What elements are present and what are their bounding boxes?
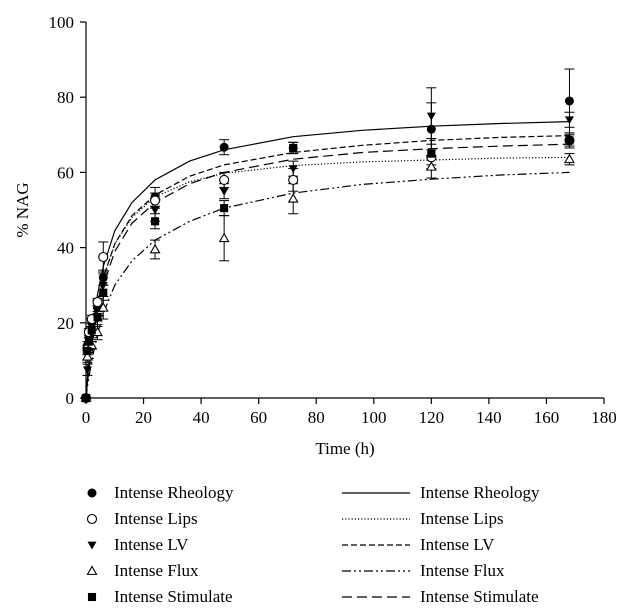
y-tick-label: 20 xyxy=(57,314,74,333)
fit-curve xyxy=(85,121,570,399)
legend-marker-label: Intense Stimulate xyxy=(114,587,233,606)
axes xyxy=(85,22,604,399)
marker-filled-square xyxy=(220,204,229,213)
marker-filled-square xyxy=(83,346,92,356)
marker-open-triangle xyxy=(149,243,161,254)
marker-open-circle xyxy=(86,513,98,525)
legend-marker-label: Intense Lips xyxy=(114,509,198,528)
x-axis-ticks: 0 20 40 60 80 100 120 140 160 180 xyxy=(82,398,617,427)
marker-open-triangle xyxy=(97,302,109,312)
marker-open-circle xyxy=(98,251,109,263)
legend-marker-label: Intense Rheology xyxy=(114,483,234,502)
marker-filled-circle xyxy=(98,273,108,283)
marker-filled-square xyxy=(289,143,298,153)
x-tick-label: 40 xyxy=(193,408,210,427)
marker-filled-square xyxy=(99,288,108,297)
marker-filled-square xyxy=(81,393,91,403)
marker-filled-square xyxy=(93,313,102,322)
marker-open-circle xyxy=(288,174,299,185)
marker-open-triangle xyxy=(218,232,230,243)
marker-filled-triangle xyxy=(150,206,160,215)
marker-filled-circle xyxy=(564,96,574,106)
x-tick-label: 100 xyxy=(361,408,387,427)
marker-filled-circle xyxy=(426,124,436,134)
marker-filled-triangle xyxy=(98,281,108,290)
y-tick-label: 100 xyxy=(49,13,75,32)
marker-filled-square xyxy=(87,592,97,602)
legend-line-label: Intense Flux xyxy=(420,561,505,580)
x-tick-label: 140 xyxy=(476,408,502,427)
legend-line-label: Intense Rheology xyxy=(420,483,540,502)
marker-filled-triangle xyxy=(219,187,229,196)
marker-filled-triangle xyxy=(564,116,574,125)
x-tick-label: 160 xyxy=(534,408,560,427)
y-tick-label: 80 xyxy=(57,88,74,107)
legend-marker-label: Intense LV xyxy=(114,535,189,554)
marker-open-triangle xyxy=(287,193,299,203)
x-tick-label: 20 xyxy=(135,408,152,427)
marker-filled-circle xyxy=(219,142,229,152)
y-tick-label: 40 xyxy=(57,239,74,258)
marker-filled-circle xyxy=(87,488,97,498)
marker-open-circle xyxy=(219,174,230,185)
y-axis-ticks: 0 20 40 60 80 100 xyxy=(49,13,86,408)
x-tick-label: 120 xyxy=(419,408,445,427)
marker-filled-square xyxy=(565,136,574,145)
x-tick-label: 60 xyxy=(250,408,267,427)
y-axis-label: % NAG xyxy=(13,182,32,237)
marker-open-triangle xyxy=(81,351,93,361)
y-tick-label: 60 xyxy=(57,163,74,182)
legend-marker-label: Intense Flux xyxy=(114,561,199,580)
marker-filled-triangle xyxy=(288,165,298,174)
fit-curve xyxy=(85,143,570,399)
marker-filled-square xyxy=(84,337,93,346)
marker-open-circle xyxy=(92,297,103,308)
legend-line-label: Intense Lips xyxy=(420,509,504,528)
legend: Intense Rheology Intense Rheology Intense … xyxy=(86,483,540,606)
marker-filled-square xyxy=(151,217,160,226)
marker-open-circle xyxy=(150,195,161,206)
x-axis-label: Time (h) xyxy=(315,439,374,458)
y-tick-label: 0 xyxy=(66,389,75,408)
marker-filled-triangle xyxy=(426,112,436,121)
data-markers xyxy=(80,96,575,404)
x-tick-label: 180 xyxy=(591,408,617,427)
marker-filled-square xyxy=(87,326,96,335)
x-tick-label: 80 xyxy=(308,408,325,427)
x-tick-label: 0 xyxy=(82,408,91,427)
fit-curves xyxy=(85,121,570,399)
marker-filled-square xyxy=(427,149,436,158)
marker-open-triangle xyxy=(425,161,437,171)
marker-filled-triangle xyxy=(82,366,92,375)
marker-open-triangle xyxy=(564,153,575,164)
marker-filled-triangle xyxy=(87,541,97,550)
legend-line-label: Intense Stimulate xyxy=(420,587,539,606)
marker-open-triangle xyxy=(86,565,98,575)
legend-line-label: Intense LV xyxy=(420,535,495,554)
